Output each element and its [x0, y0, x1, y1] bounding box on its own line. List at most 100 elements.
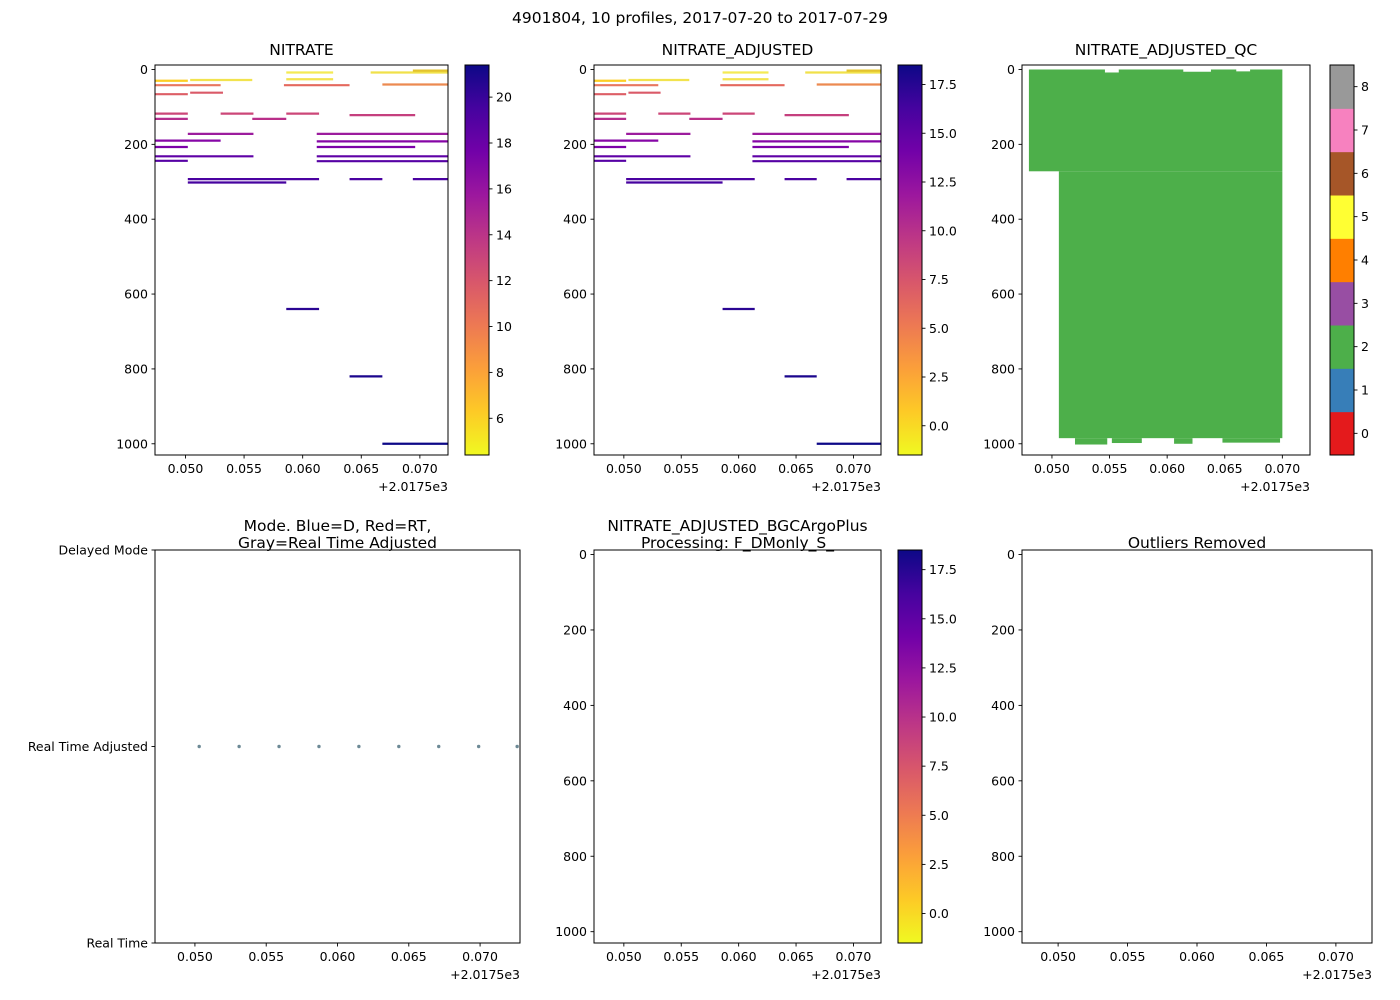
svg-text:400: 400: [991, 212, 1015, 227]
svg-text:600: 600: [124, 287, 148, 302]
svg-text:2: 2: [1361, 339, 1369, 354]
svg-text:3: 3: [1361, 296, 1369, 311]
svg-text:200: 200: [563, 622, 587, 637]
svg-text:12: 12: [496, 273, 512, 288]
svg-text:0.055: 0.055: [663, 949, 699, 964]
svg-text:0.060: 0.060: [1179, 949, 1215, 964]
svg-text:8: 8: [1361, 79, 1369, 94]
svg-text:+2.0175e3: +2.0175e3: [811, 479, 881, 494]
svg-text:0.065: 0.065: [778, 461, 814, 476]
svg-text:17.5: 17.5: [929, 77, 957, 92]
qc-plot-canvas: 0.050 0.055 0.060 0.065 0.070020040060080010…: [983, 62, 1369, 494]
svg-text:0.055: 0.055: [663, 461, 699, 476]
svg-text:1000: 1000: [116, 436, 148, 451]
svg-text:0.060: 0.060: [721, 949, 757, 964]
svg-text:0: 0: [1007, 62, 1015, 77]
svg-text:10.0: 10.0: [929, 710, 957, 725]
mode-plot-canvas: 0.050 0.055 0.060 0.065 0.070 Delayed Mode Rea…: [28, 543, 521, 982]
svg-text:+2.0175e3: +2.0175e3: [1302, 967, 1372, 982]
subplot-nitrate-title: NITRATE: [269, 41, 334, 59]
svg-text:+2.0175e3: +2.0175e3: [378, 479, 448, 494]
svg-text:15.0: 15.0: [929, 611, 957, 626]
svg-text:0.050: 0.050: [1034, 461, 1070, 476]
subplot-bgc-processing-title: NITRATE_ADJUSTED_BGCArgoPlus Processing:…: [607, 517, 868, 552]
svg-text:16: 16: [496, 181, 512, 196]
svg-text:4: 4: [1361, 253, 1369, 268]
svg-text:0: 0: [579, 547, 587, 562]
svg-text:800: 800: [563, 361, 587, 376]
svg-text:800: 800: [991, 361, 1015, 376]
subplot-nitrate-adjusted-title: NITRATE_ADJUSTED: [661, 41, 814, 59]
svg-text:10.0: 10.0: [929, 223, 957, 238]
subplot-nitrate-adjusted: NITRATE_ADJUSTED 0.050 0.055 0.060 0.065 0.0…: [540, 38, 980, 505]
subplot-outliers-removed: Outliers Removed 0.050 0.055 0.060 0.065 0.0…: [965, 520, 1400, 995]
svg-text:1000: 1000: [983, 436, 1015, 451]
svg-text:0.060: 0.060: [1149, 461, 1185, 476]
subplot-outliers-removed-title: Outliers Removed: [1127, 534, 1267, 552]
svg-text:400: 400: [124, 212, 148, 227]
svg-text:12.5: 12.5: [929, 175, 957, 190]
subplot-nitrate-adjusted-qc-title: NITRATE_ADJUSTED_QC: [1074, 41, 1258, 59]
svg-text:0.070: 0.070: [402, 461, 438, 476]
svg-text:0.065: 0.065: [343, 461, 379, 476]
svg-text:20: 20: [496, 90, 512, 105]
svg-text:800: 800: [563, 849, 587, 864]
svg-text:0.060: 0.060: [320, 949, 356, 964]
svg-text:600: 600: [563, 773, 587, 788]
svg-text:7: 7: [1361, 123, 1369, 138]
subplot-nitrate: NITRATE 0.050 0.055 0.060 0.065 0.070 0 200 400…: [90, 38, 540, 505]
svg-text:0.065: 0.065: [1207, 461, 1243, 476]
svg-text:200: 200: [124, 137, 148, 152]
svg-text:0.070: 0.070: [462, 949, 498, 964]
svg-text:0.060: 0.060: [285, 461, 321, 476]
svg-text:5: 5: [1361, 209, 1369, 224]
svg-text:7.5: 7.5: [929, 759, 949, 774]
svg-text:+2.0175e3: +2.0175e3: [1240, 479, 1310, 494]
nitrate-adjusted-plot-canvas: 0.050 0.055 0.060 0.065 0.070 0 200 400 600 800 10…: [555, 62, 957, 494]
svg-text:400: 400: [563, 212, 587, 227]
svg-text:5.0: 5.0: [929, 808, 949, 823]
svg-text:7.5: 7.5: [929, 272, 949, 287]
svg-text:5.0: 5.0: [929, 321, 949, 336]
svg-text:600: 600: [991, 773, 1015, 788]
svg-text:600: 600: [563, 287, 587, 302]
svg-text:0.0: 0.0: [929, 906, 949, 921]
bgc-plot-canvas: 0.050 0.055 0.060 0.065 0.070 0 200 400 600 800 10…: [555, 547, 957, 982]
svg-text:200: 200: [991, 137, 1015, 152]
svg-text:2.5: 2.5: [929, 370, 949, 385]
svg-text:+2.0175e3: +2.0175e3: [450, 967, 520, 982]
svg-text:0: 0: [1007, 547, 1015, 562]
svg-text:8: 8: [496, 365, 504, 380]
svg-text:Real Time: Real Time: [86, 936, 148, 951]
svg-text:18: 18: [496, 136, 512, 151]
svg-text:0.055: 0.055: [248, 949, 284, 964]
svg-text:15.0: 15.0: [929, 126, 957, 141]
svg-text:6: 6: [496, 411, 504, 426]
svg-text:0.070: 0.070: [1318, 949, 1354, 964]
svg-text:1000: 1000: [983, 924, 1015, 939]
svg-text:800: 800: [124, 361, 148, 376]
nitrate-plot-canvas: 0.050 0.055 0.060 0.065 0.070 0 200 400 600 800 10…: [116, 62, 512, 494]
svg-text:800: 800: [991, 849, 1015, 864]
svg-text:0.050: 0.050: [606, 461, 642, 476]
svg-text:0.050: 0.050: [177, 949, 213, 964]
svg-text:6: 6: [1361, 166, 1369, 181]
figure-title: 4901804, 10 profiles, 2017-07-20 to 2017…: [512, 9, 888, 27]
svg-text:0.050: 0.050: [1040, 949, 1076, 964]
svg-text:200: 200: [563, 137, 587, 152]
svg-text:0.065: 0.065: [1249, 949, 1285, 964]
svg-text:0.065: 0.065: [391, 949, 427, 964]
svg-text:0: 0: [1361, 426, 1369, 441]
outliers-plot-canvas: 0.050 0.055 0.060 0.065 0.070 0 200 400 600 800 10…: [983, 547, 1373, 982]
svg-text:0.050: 0.050: [606, 949, 642, 964]
svg-text:0: 0: [579, 62, 587, 77]
svg-text:0.055: 0.055: [1110, 949, 1146, 964]
svg-text:0.070: 0.070: [1264, 461, 1300, 476]
svg-text:200: 200: [991, 622, 1015, 637]
svg-text:Real Time Adjusted: Real Time Adjusted: [28, 739, 148, 754]
svg-text:0.050: 0.050: [168, 461, 204, 476]
svg-text:400: 400: [563, 698, 587, 713]
subplot-mode-title: Mode. Blue=D, Red=RT, Gray=Real Time Adj…: [237, 517, 438, 552]
svg-text:1: 1: [1361, 383, 1369, 398]
svg-text:0.070: 0.070: [836, 461, 872, 476]
